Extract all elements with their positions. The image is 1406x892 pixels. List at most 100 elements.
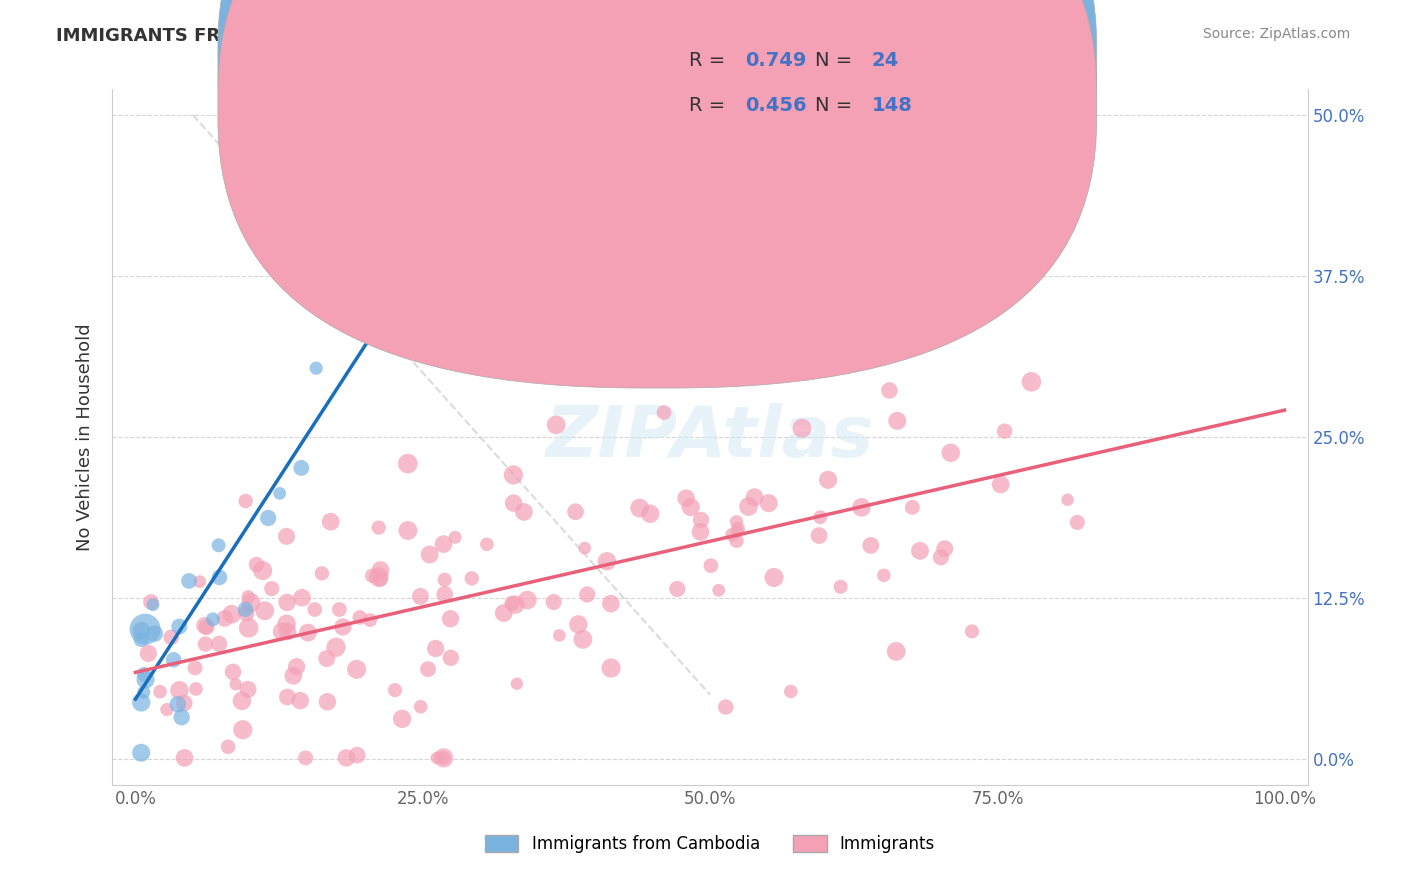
Point (214, 611, 236, 625)
Point (276, 690, 298, 704)
Point (690, 513, 713, 527)
Point (886, 414, 908, 428)
Point (501, 596, 523, 610)
Point (156, 702, 179, 716)
Point (291, 591, 314, 605)
Point (1056, 492, 1078, 507)
Point (830, 580, 852, 594)
Point (675, 491, 697, 505)
Point (142, 598, 165, 612)
Point (908, 544, 931, 558)
Legend: Immigrants from Cambodia, Immigrants: Immigrants from Cambodia, Immigrants (478, 829, 942, 860)
Point (207, 538, 229, 552)
Point (1021, 375, 1043, 389)
Point (276, 529, 298, 543)
Point (700, 558, 723, 573)
Point (245, 558, 267, 572)
Point (370, 573, 392, 587)
Point (942, 276, 965, 290)
Point (235, 602, 257, 616)
Point (939, 446, 962, 460)
Point (239, 595, 262, 609)
Point (328, 602, 350, 616)
Point (253, 604, 276, 618)
Point (129, 695, 152, 709)
Point (416, 662, 439, 676)
Point (139, 595, 162, 609)
Point (132, 667, 155, 681)
Point (671, 368, 693, 382)
Point (201, 612, 224, 626)
Point (208, 570, 231, 584)
Point (260, 582, 283, 596)
Point (725, 533, 748, 548)
Point (285, 659, 308, 673)
Point (994, 424, 1017, 438)
Point (391, 712, 413, 726)
Point (135, 673, 157, 687)
Point (758, 496, 780, 510)
Point (132, 685, 155, 699)
Point (149, 684, 172, 698)
Point (652, 406, 675, 420)
Point (433, 587, 456, 601)
Text: IMMIGRANTS FROM CAMBODIA VS IMMIGRANTS NO VEHICLES IN HOUSEHOLD CORRELATION CHAR: IMMIGRANTS FROM CAMBODIA VS IMMIGRANTS N… (56, 27, 1063, 45)
Point (217, 739, 239, 754)
Point (546, 417, 568, 432)
Point (138, 646, 160, 660)
Point (808, 510, 831, 524)
Point (177, 574, 200, 588)
Text: ZIPAtlas: ZIPAtlas (546, 402, 875, 472)
Point (173, 751, 195, 765)
Point (461, 571, 484, 585)
Point (184, 681, 207, 696)
Text: 0.749: 0.749 (745, 51, 807, 70)
Point (727, 522, 749, 536)
Point (195, 620, 218, 634)
Point (194, 637, 217, 651)
Point (725, 515, 748, 529)
Point (290, 693, 312, 707)
Point (271, 624, 294, 639)
Point (319, 515, 342, 529)
Point (222, 665, 245, 679)
Point (817, 473, 839, 487)
Point (425, 641, 447, 656)
Point (433, 751, 456, 765)
Point (277, 624, 299, 639)
Point (252, 564, 274, 578)
Point (808, 528, 831, 542)
Point (359, 613, 381, 627)
Point (367, 570, 389, 584)
Point (666, 582, 689, 596)
Point (432, 751, 454, 765)
Point (276, 595, 298, 609)
Text: N =: N = (815, 95, 852, 115)
Point (440, 650, 463, 665)
Point (332, 620, 354, 634)
Point (433, 573, 456, 587)
Point (238, 590, 260, 604)
Point (599, 597, 621, 611)
Point (721, 527, 744, 541)
Point (596, 554, 619, 568)
Point (162, 653, 184, 667)
Point (779, 684, 801, 698)
Point (315, 651, 337, 665)
Point (432, 537, 454, 551)
Point (170, 710, 193, 724)
Point (873, 568, 896, 582)
Y-axis label: No Vehicles in Household: No Vehicles in Household (76, 323, 94, 551)
Point (707, 583, 730, 598)
Point (492, 606, 515, 620)
Point (960, 624, 983, 639)
Point (576, 587, 599, 601)
Point (737, 500, 759, 514)
Point (725, 524, 748, 539)
Point (502, 467, 524, 482)
Point (231, 694, 253, 708)
Point (444, 530, 467, 544)
Text: 0.456: 0.456 (745, 95, 807, 115)
Point (409, 699, 432, 714)
Point (225, 677, 247, 691)
